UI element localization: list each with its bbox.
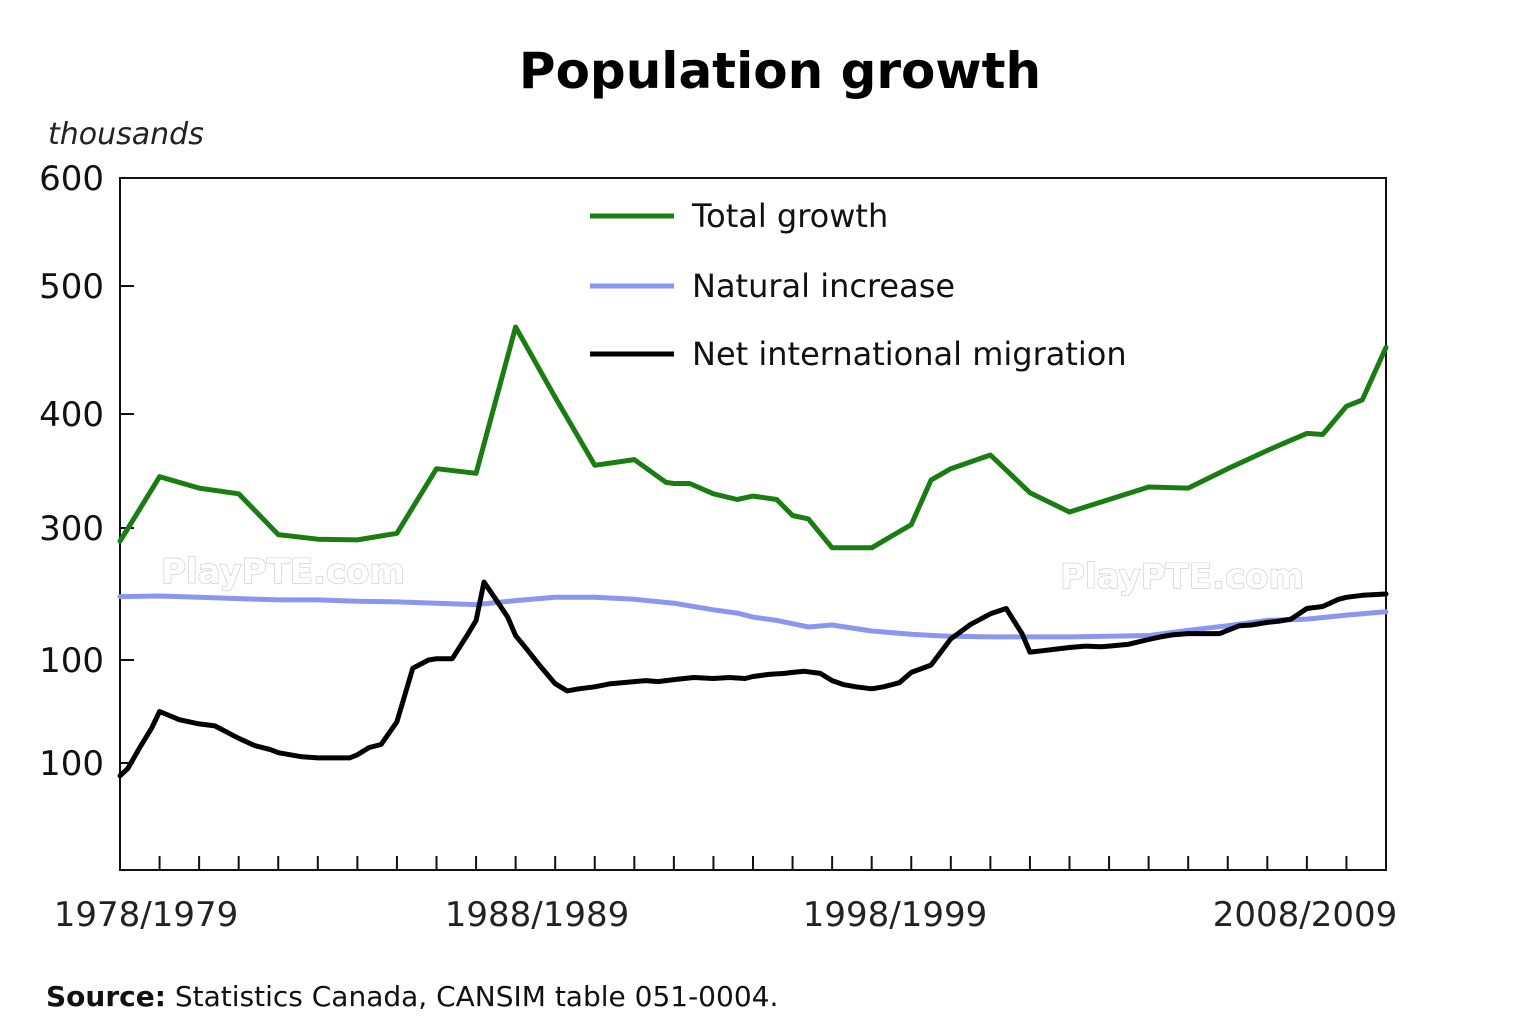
y-tick-label: 300 xyxy=(39,509,104,549)
watermark-layer: PlayPTE.com PlayPTE.com xyxy=(160,551,1304,597)
watermark-right: PlayPTE.com xyxy=(1060,557,1304,597)
x-tick-label: 2008/2009 xyxy=(1213,895,1398,935)
x-tick-label: 1978/1979 xyxy=(54,895,239,935)
x-axis: 1978/1979 1988/1989 1998/1999 2008/2009 xyxy=(54,856,1398,935)
series-line-total-growth xyxy=(117,324,1389,551)
watermark-left: PlayPTE.com xyxy=(161,552,405,592)
y-axis-unit-label: thousands xyxy=(48,117,204,152)
source-note: Source: Statistics Canada, CANSIM table … xyxy=(46,980,778,1013)
series-layer xyxy=(117,324,1389,779)
series-line-net-international-migration xyxy=(117,579,1389,779)
y-tick-label: 100 xyxy=(39,744,104,784)
source-label: Source: xyxy=(46,980,166,1013)
legend-label: Natural increase xyxy=(692,267,955,305)
y-tick-label: 400 xyxy=(39,395,104,435)
y-tick-label: 100 xyxy=(39,641,104,681)
x-tick-label: 1998/1999 xyxy=(803,895,988,935)
y-axis: 100 100 300 400 500 600 xyxy=(39,159,134,784)
legend-label: Total growth xyxy=(691,197,888,235)
y-tick-label: 600 xyxy=(39,159,104,199)
legend: Total growth Natural increase Net internat… xyxy=(590,197,1127,373)
source-text: Statistics Canada, CANSIM table 051-0004… xyxy=(165,980,779,1013)
chart-title: Population growth xyxy=(519,42,1041,100)
series-line-natural-increase xyxy=(117,593,1389,640)
legend-label: Net international migration xyxy=(692,335,1127,373)
y-tick-label: 500 xyxy=(39,267,104,307)
x-tick-label: 1988/1989 xyxy=(445,895,630,935)
